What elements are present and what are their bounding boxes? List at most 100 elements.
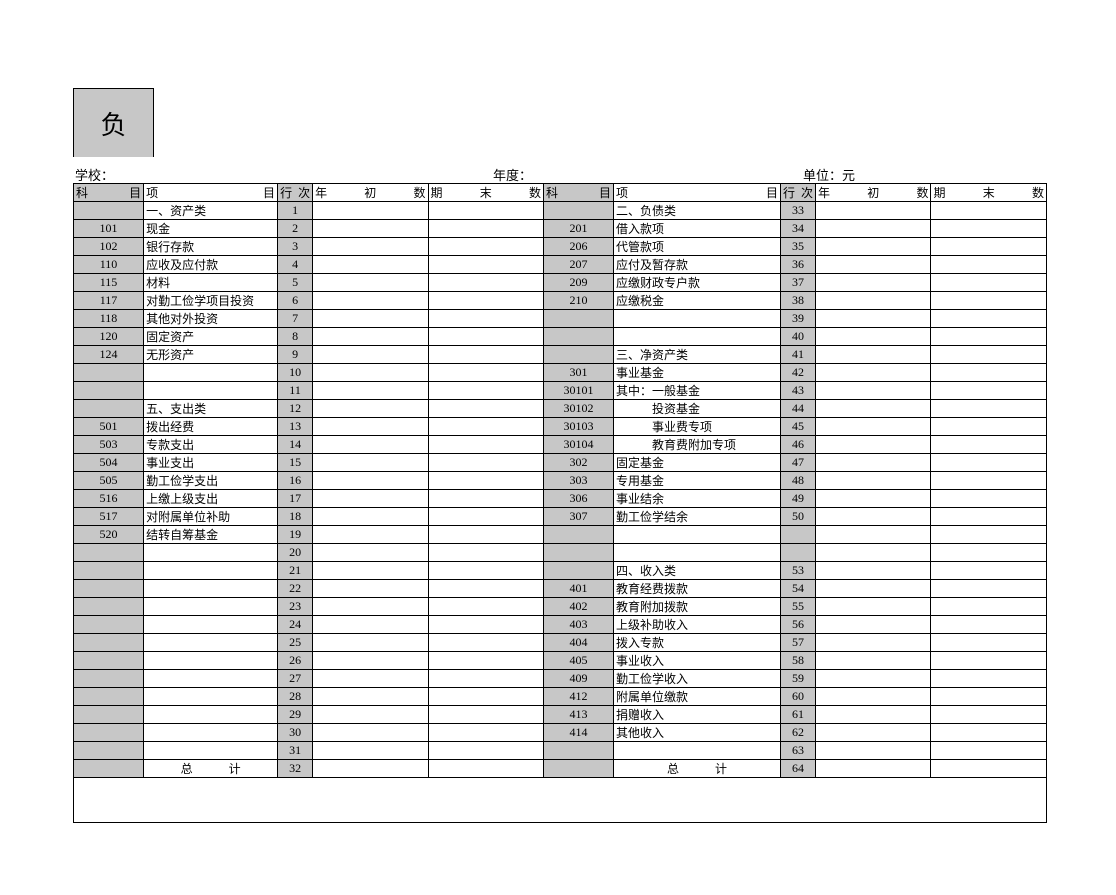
cell-item-left: 其他对外投资 [144,310,278,328]
cell-code-left [74,634,144,652]
cell-begin-left [313,724,428,742]
cell-begin-left [313,220,428,238]
cell-end-left [428,724,543,742]
cell-begin-right [816,634,931,652]
cell-begin-right [816,238,931,256]
cell-end-right [931,382,1047,400]
cell-row-right: 53 [781,562,816,580]
cell-row-right: 60 [781,688,816,706]
cell-end-right [931,526,1047,544]
cell-item-right: 三、净资产类 [614,346,781,364]
cell-end-left [428,562,543,580]
cell-item-right: 固定基金 [614,454,781,472]
cell-code-left: 501 [74,418,144,436]
cell-item-right: 事业费专项 [614,418,781,436]
cell-begin-right [816,382,931,400]
cell-end-right [931,562,1047,580]
cell-begin-right [816,526,931,544]
cell-item-right: 勤工俭学收入 [614,670,781,688]
cell-code-right [543,760,613,778]
cell-code-right [543,310,613,328]
cell-row-right: 41 [781,346,816,364]
cell-item-left: 事业支出 [144,454,278,472]
cell-code-right: 30101 [543,382,613,400]
table-row: 28412附属单位缴款60 [74,688,1047,706]
cell-item-left: 无形资产 [144,346,278,364]
cell-row-left: 23 [278,598,313,616]
cell-code-left: 117 [74,292,144,310]
cell-end-left [428,382,543,400]
cell-end-left [428,688,543,706]
cell-end-right [931,490,1047,508]
cell-row-right: 35 [781,238,816,256]
cell-end-left [428,454,543,472]
table-row: 一、资产类1二、负债类33 [74,202,1047,220]
cell-row-left: 7 [278,310,313,328]
cell-item-left: 对勤工俭学项目投资 [144,292,278,310]
cell-begin-right [816,760,931,778]
cell-code-left [74,616,144,634]
cell-begin-right [816,292,931,310]
cell-item-left [144,364,278,382]
cell-code-right: 402 [543,598,613,616]
cell-code-right: 306 [543,490,613,508]
cell-begin-right [816,472,931,490]
cell-row-left: 18 [278,508,313,526]
cell-row-left: 15 [278,454,313,472]
cell-item-left [144,652,278,670]
cell-begin-right [816,454,931,472]
cell-end-right [931,616,1047,634]
cell-end-left [428,436,543,454]
cell-row-right: 56 [781,616,816,634]
cell-row-right: 34 [781,220,816,238]
table-row: 517对附属单位补助18307勤工俭学结余50 [74,508,1047,526]
cell-begin-left [313,598,428,616]
cell-row-right: 37 [781,274,816,292]
cell-begin-right [816,364,931,382]
cell-item-right: 事业基金 [614,364,781,382]
cell-row-left: 14 [278,436,313,454]
cell-item-left [144,544,278,562]
cell-row-right: 42 [781,364,816,382]
cell-begin-right [816,346,931,364]
cell-code-right: 301 [543,364,613,382]
cell-row-left: 13 [278,418,313,436]
cell-begin-left [313,346,428,364]
cell-end-left [428,652,543,670]
cell-item-left [144,742,278,760]
table-row: 10301事业基金42 [74,364,1047,382]
cell-item-right: 应缴财政专户款 [614,274,781,292]
cell-code-right: 207 [543,256,613,274]
school-label: 学校： [75,165,114,184]
cell-end-right [931,202,1047,220]
cell-code-right: 307 [543,508,613,526]
cell-code-left [74,652,144,670]
hdr-begin-right: 年 初 数 [816,184,931,202]
table-row: 24403上级补助收入56 [74,616,1047,634]
hdr-row-left: 行次 [278,184,313,202]
table-row: 23402教育附加拨款55 [74,598,1047,616]
cell-row-right: 49 [781,490,816,508]
cell-item-right [614,544,781,562]
tab-label: 负 [73,88,154,157]
table-row: 22401教育经费拨款54 [74,580,1047,598]
cell-row-left: 1 [278,202,313,220]
cell-row-right: 57 [781,634,816,652]
cell-row-right: 43 [781,382,816,400]
cell-code-right [543,742,613,760]
table-row: 117对勤工俭学项目投资6210应缴税金38 [74,292,1047,310]
cell-row-left: 25 [278,634,313,652]
cell-end-left [428,220,543,238]
cell-item-right: 应缴税金 [614,292,781,310]
cell-end-left [428,238,543,256]
hdr-end-right: 期 末 数 [931,184,1047,202]
table-row: 504事业支出15302固定基金47 [74,454,1047,472]
cell-code-left: 115 [74,274,144,292]
cell-end-left [428,598,543,616]
cell-end-left [428,580,543,598]
cell-begin-right [816,688,931,706]
cell-item-left [144,616,278,634]
cell-item-left: 现金 [144,220,278,238]
cell-item-right [614,328,781,346]
cell-row-right: 54 [781,580,816,598]
